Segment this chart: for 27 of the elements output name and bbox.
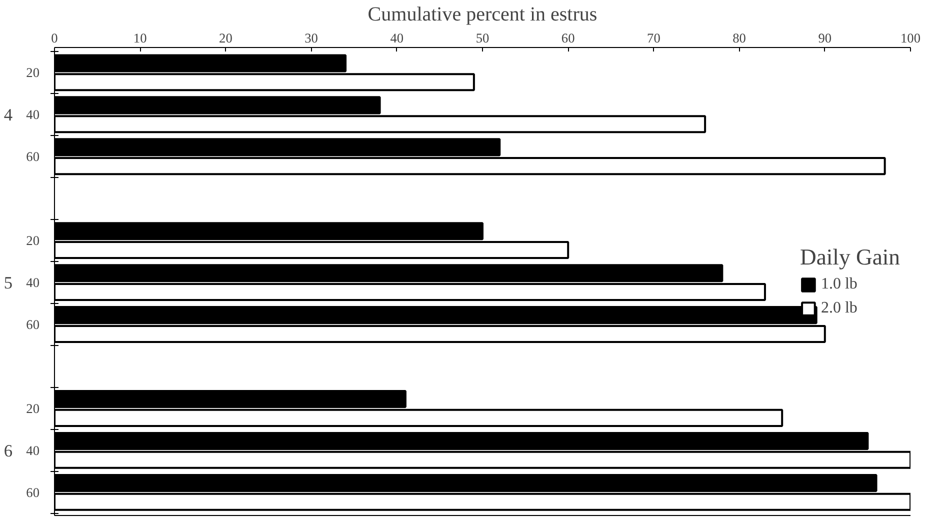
legend-label: 2.0 lb [820, 300, 858, 318]
x-tick-label: 20 [219, 30, 233, 46]
text: 5 [4, 274, 13, 293]
y-tick-label: 20 [26, 233, 40, 248]
x-tick-label: 10 [133, 30, 148, 46]
y-tick-label: 40 [26, 107, 40, 122]
y-tick-label: 40 [26, 275, 40, 290]
x-tick-label: 70 [647, 30, 661, 46]
x-tick-label: 0 [51, 30, 58, 46]
y-tick-label: 40 [26, 442, 40, 458]
y-tick-label: 60 [26, 484, 40, 500]
y-tick-label: 20 [26, 65, 40, 80]
y-tick-label: 60 [26, 149, 40, 164]
x-tick-label: 60 [561, 30, 576, 46]
x-tick-label: 50 [476, 30, 490, 46]
x-tick-label: 80 [732, 30, 746, 46]
legend-label: 1.0 lb [820, 276, 858, 294]
text: 4 [4, 106, 13, 125]
legend-title: Daily Gain [800, 244, 900, 270]
x-axis-title: Cumulative percent in estrus [368, 4, 598, 26]
text: 6 [4, 441, 13, 460]
x-tick-label: 100 [900, 30, 921, 46]
x-tick-label: 90 [818, 30, 832, 46]
y-tick-label: 60 [26, 317, 40, 332]
x-tick-label: 40 [390, 30, 404, 46]
y-tick-label: 20 [26, 400, 40, 416]
x-tick-label: 30 [304, 30, 318, 46]
